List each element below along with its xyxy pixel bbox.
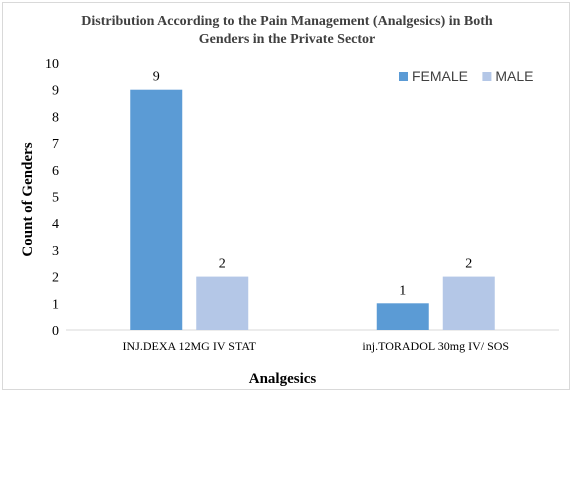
y-tick-label: 10 <box>45 57 59 72</box>
bar <box>130 89 183 330</box>
y-tick-label: 6 <box>52 164 59 179</box>
x-category-label: INJ.DEXA 12MG IV STAT <box>123 339 257 353</box>
y-tick-label: 1 <box>52 297 59 312</box>
y-tick-label: 8 <box>52 110 59 125</box>
y-axis-title: Count of Genders <box>20 142 36 256</box>
axes: 0 1 2 3 4 5 6 7 8 9 10 INJ.DEXA 12MG IV STAT inj.TOR… <box>20 57 559 387</box>
data-label: 1 <box>399 283 406 298</box>
bar <box>376 303 429 330</box>
x-axis-title: Analgesics <box>249 371 317 387</box>
y-tick-label: 4 <box>52 217 59 232</box>
legend-swatch <box>482 72 492 81</box>
chart-frame: Distribution According to the Pain Manag… <box>2 2 570 390</box>
data-labels: 9 2 1 2 <box>153 70 473 299</box>
y-tick-label: 2 <box>52 271 59 286</box>
legend-label: FEMALE <box>412 68 468 84</box>
legend-label: MALE <box>495 68 533 84</box>
y-tick-label: 5 <box>52 191 59 206</box>
bar <box>196 276 249 330</box>
y-tick-label: 3 <box>52 244 59 259</box>
chart-title-line: Distribution According to the Pain Manag… <box>81 14 493 29</box>
legend-swatch <box>399 72 408 81</box>
chart-title: Distribution According to the Pain Manag… <box>81 14 493 47</box>
y-tick-label: 0 <box>52 324 59 339</box>
y-tick-label: 9 <box>52 84 59 99</box>
bar-chart: Distribution According to the Pain Manag… <box>20 14 559 387</box>
data-label: 2 <box>219 257 226 272</box>
legend: FEMALE MALE <box>399 68 534 84</box>
data-label: 2 <box>465 257 472 272</box>
chart-title-line: Genders in the Private Sector <box>199 32 376 47</box>
x-category-label: inj.TORADOL 30mg IV/ SOS <box>362 339 509 353</box>
bar <box>442 276 495 330</box>
y-tick-label: 7 <box>52 137 59 152</box>
data-label: 9 <box>153 70 160 85</box>
bars <box>130 89 495 330</box>
